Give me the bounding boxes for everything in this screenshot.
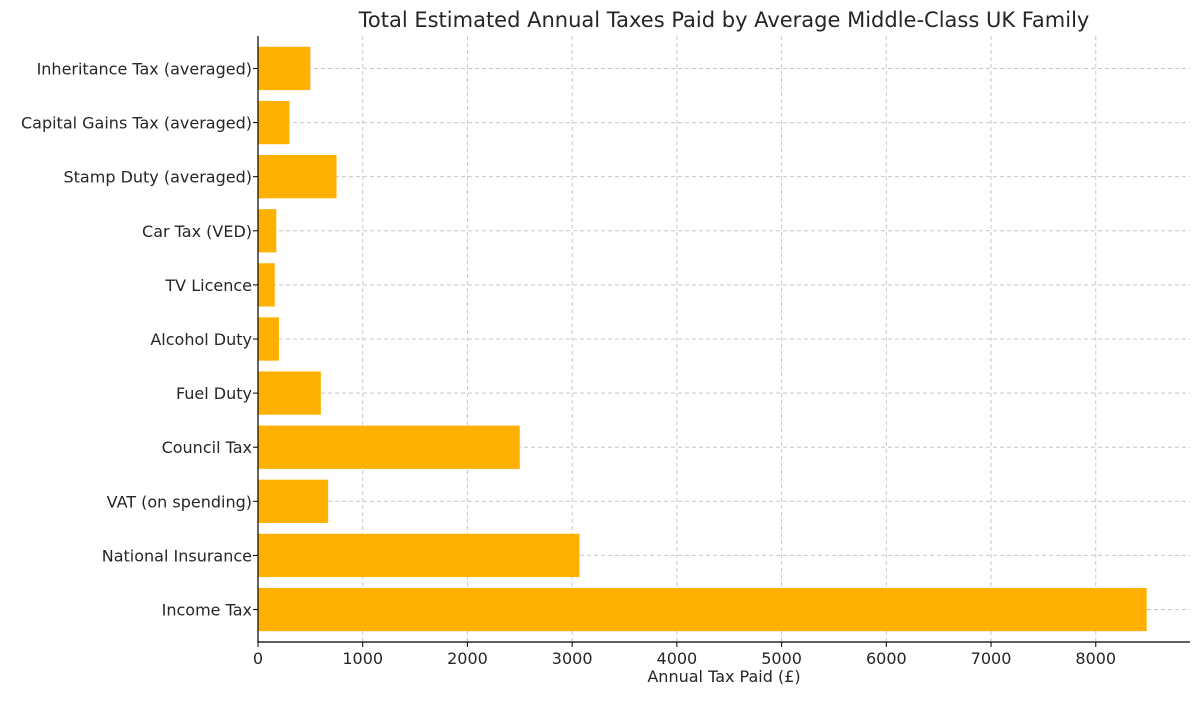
x-axis-label: Annual Tax Paid (£): [647, 667, 800, 686]
bar: [258, 479, 329, 523]
bar: [258, 46, 311, 91]
x-tick-label: 5000: [761, 649, 802, 668]
x-tick-label: 3000: [552, 649, 593, 668]
y-tick-label: Council Tax: [162, 438, 252, 457]
bar: [258, 100, 290, 145]
y-tick-labels: Income Tax National Insurance VAT (on spen…: [21, 59, 258, 620]
bar: [258, 317, 279, 361]
bar: [258, 155, 337, 199]
bars: [258, 46, 1147, 632]
y-tick-label: Income Tax: [162, 601, 252, 620]
y-tick-label: Fuel Duty: [176, 384, 252, 403]
bar: [258, 371, 321, 415]
x-tick-label: 6000: [866, 649, 907, 668]
x-tick-label: 7000: [971, 649, 1012, 668]
bar: [258, 587, 1147, 632]
y-tick-label: Car Tax (VED): [142, 222, 252, 241]
x-tick-label: 1000: [342, 649, 383, 668]
x-tick-labels: 0 1000 2000 3000 4000 5000 6000 7000 8000: [253, 642, 1116, 668]
y-tick-label: Alcohol Duty: [150, 330, 252, 349]
x-tick-label: 2000: [447, 649, 488, 668]
bar: [258, 425, 520, 469]
y-tick-label: National Insurance: [102, 546, 252, 565]
y-tick-label: TV Licence: [164, 276, 252, 295]
y-tick-label: Capital Gains Tax (averaged): [21, 114, 252, 133]
bar: [258, 263, 275, 307]
x-tick-label: 4000: [657, 649, 698, 668]
y-tick-label: VAT (on spending): [107, 492, 252, 511]
y-tick-label: Stamp Duty (averaged): [64, 168, 253, 187]
chart-title: Total Estimated Annual Taxes Paid by Ave…: [358, 8, 1090, 32]
bar: [258, 533, 580, 578]
bar: [258, 209, 277, 253]
y-tick-label: Inheritance Tax (averaged): [37, 59, 252, 78]
x-tick-label: 8000: [1075, 649, 1116, 668]
x-tick-label: 0: [253, 649, 263, 668]
